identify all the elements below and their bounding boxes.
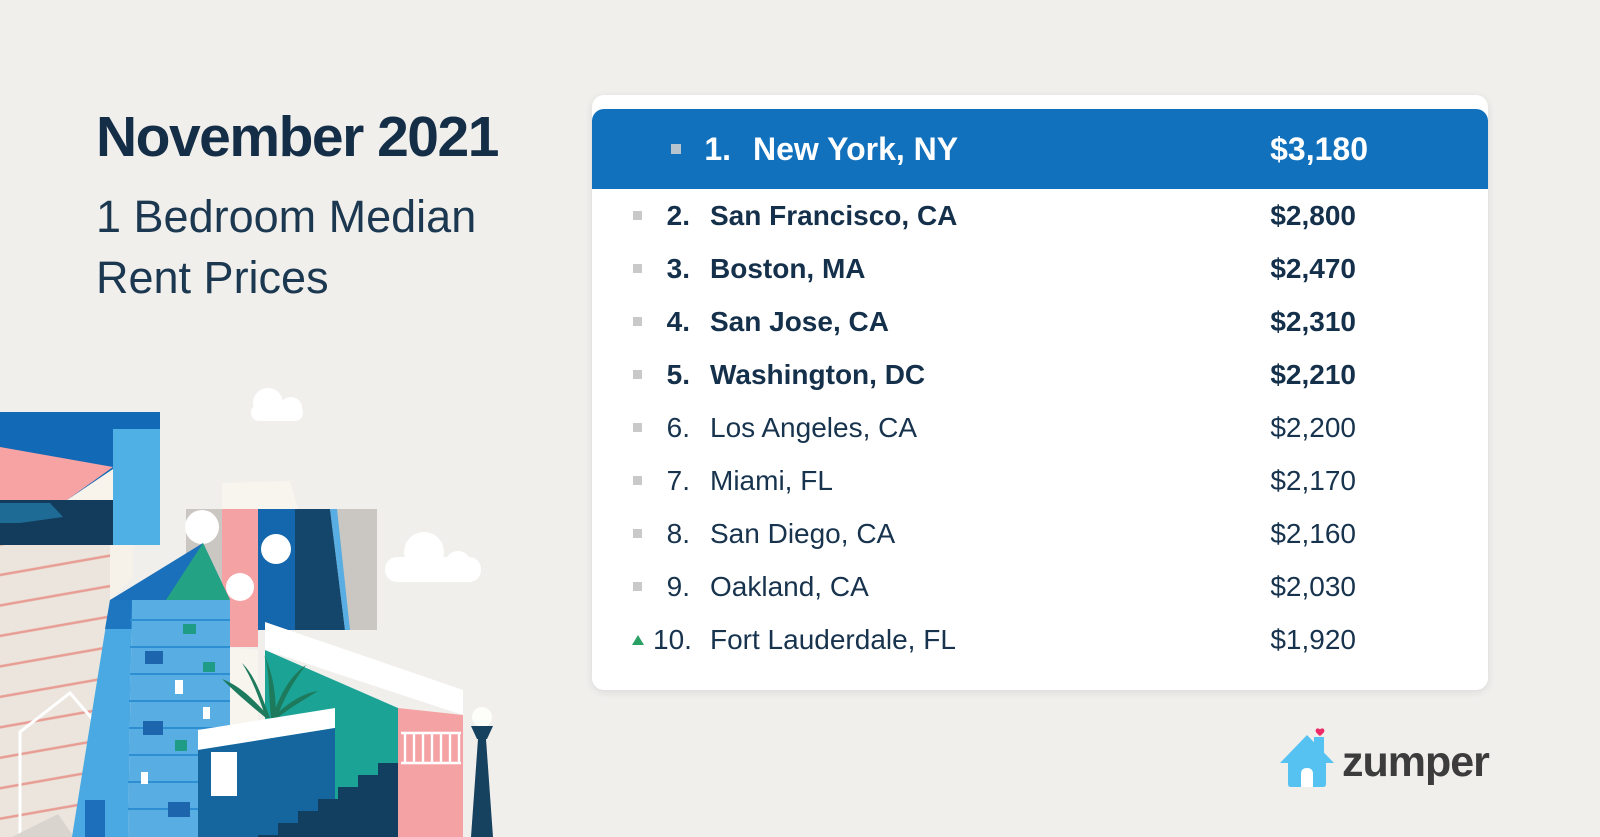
city-name: Miami, FL (710, 464, 833, 496)
median-rent-price: $2,160 (1270, 517, 1356, 549)
blue-tower (72, 543, 230, 837)
street-lamp (471, 707, 493, 837)
rent-list: 1. New York, NY $3,180 2. San Francisco, CA $… (592, 95, 1488, 666)
table-row: 7. Miami, FL $2,170 (592, 454, 1488, 507)
bullet-square-icon (631, 582, 644, 591)
page-subtitle: 1 Bedroom Median Rent Prices (96, 186, 476, 308)
subtitle-line-1: 1 Bedroom Median (96, 191, 477, 242)
bullet-square-icon (631, 423, 644, 432)
table-row: 5. Washington, DC $2,210 (592, 348, 1488, 401)
cloud-icon (251, 388, 303, 421)
table-row: 10. Fort Lauderdale, FL $1,920 (592, 613, 1488, 666)
city-name: Washington, DC (710, 358, 926, 390)
bullet-square-icon (631, 264, 644, 273)
zumper-logo: zumper (1279, 724, 1490, 788)
median-rent-price: $2,210 (1270, 358, 1356, 390)
bullet-square-icon (631, 317, 644, 326)
city-name: Oakland, CA (710, 570, 869, 602)
rank-number: 9. (666, 570, 690, 602)
city-name: San Francisco, CA (710, 199, 958, 231)
rank-number: 2. (666, 199, 690, 231)
bullet-square-icon (631, 529, 644, 538)
table-row: 1. New York, NY $3,180 (592, 109, 1488, 189)
median-rent-price: $2,170 (1270, 464, 1356, 496)
city-name: Los Angeles, CA (710, 411, 918, 443)
median-rent-price: $2,800 (1270, 199, 1356, 231)
cloud-icon (385, 532, 481, 582)
zumper-house-icon (1280, 728, 1334, 787)
rank-number: 8. (666, 517, 690, 549)
round-window (185, 510, 219, 544)
median-rent-price: $2,470 (1270, 252, 1356, 284)
cream-wedge (110, 545, 133, 600)
trend-up-icon (631, 634, 644, 645)
gray-mound (12, 814, 74, 837)
median-rent-price: $2,200 (1270, 411, 1356, 443)
heart-icon (1315, 728, 1325, 736)
page-title: November 2021 (96, 105, 499, 169)
city-name: New York, NY (753, 130, 959, 167)
table-row: 9. Oakland, CA $2,030 (592, 560, 1488, 613)
median-rent-price: $3,180 (1270, 130, 1368, 167)
bullet-square-icon (669, 144, 682, 154)
blue-house (198, 708, 335, 837)
plant (222, 655, 318, 719)
bullet-square-icon (631, 211, 644, 220)
door (1301, 768, 1313, 787)
rank-number: 3. (666, 252, 690, 284)
rank-number: 7. (666, 464, 690, 496)
rank-number: 1. (704, 130, 731, 167)
city-name: San Diego, CA (710, 517, 896, 549)
rank-number: 5. (666, 358, 690, 390)
zumper-wordmark: zumper (1342, 738, 1490, 786)
bullet-square-icon (631, 370, 644, 379)
rank-number: 10. (653, 623, 692, 655)
median-rent-price: $2,030 (1270, 570, 1356, 602)
city-illustration (0, 388, 493, 837)
table-row: 8. San Diego, CA $2,160 (592, 507, 1488, 560)
table-row: 2. San Francisco, CA $2,800 (592, 189, 1488, 242)
table-row: 3. Boston, MA $2,470 (592, 242, 1488, 295)
median-rent-price: $2,310 (1270, 305, 1356, 337)
rank-number: 6. (666, 411, 690, 443)
rank-number: 4. (666, 305, 690, 337)
city-name: San Jose, CA (710, 305, 889, 337)
abstract-building (0, 412, 160, 545)
city-name: Fort Lauderdale, FL (710, 623, 956, 655)
stairs (258, 763, 398, 837)
rent-prices-card: 1. New York, NY $3,180 2. San Francisco, CA $… (592, 95, 1488, 690)
bullet-square-icon (631, 476, 644, 485)
table-row: 6. Los Angeles, CA $2,200 (592, 401, 1488, 454)
subtitle-line-2: Rent Prices (96, 252, 329, 303)
table-row: 4. San Jose, CA $2,310 (592, 295, 1488, 348)
city-name: Boston, MA (710, 252, 866, 284)
median-rent-price: $1,920 (1270, 623, 1356, 655)
